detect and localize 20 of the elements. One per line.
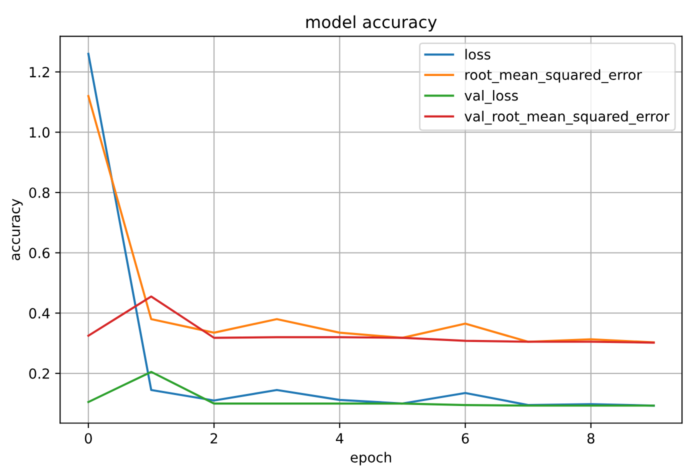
line-series: [87, 295, 655, 344]
legend-label: loss: [465, 48, 490, 60]
line-series: [87, 370, 655, 407]
y-tick-label: 1.0: [30, 127, 50, 138]
y-tick-label: 0.4: [29, 308, 50, 319]
y-tick-label: 0.6: [29, 248, 50, 258]
x-tick-label: 2: [210, 433, 218, 444]
legend-label: val_root_mean_squared_error: [464, 110, 670, 125]
y-axis-title: accuracy: [12, 198, 23, 260]
x-axis-title: epoch: [350, 452, 392, 466]
y-tick-label: 0.8: [29, 187, 50, 198]
legend-label: val_loss: [464, 90, 518, 104]
y-tick-label: 1.2: [30, 66, 50, 78]
x-tick-label: 4: [336, 433, 344, 444]
x-tick-label: 8: [587, 433, 594, 444]
x-tick-label: 6: [462, 433, 469, 444]
x-tick-label: 0: [84, 433, 92, 444]
y-tick-label: 0.2: [29, 368, 50, 379]
chart-title: model accuracy: [306, 15, 437, 32]
legend-label: root_mean_squared_error: [465, 69, 642, 84]
